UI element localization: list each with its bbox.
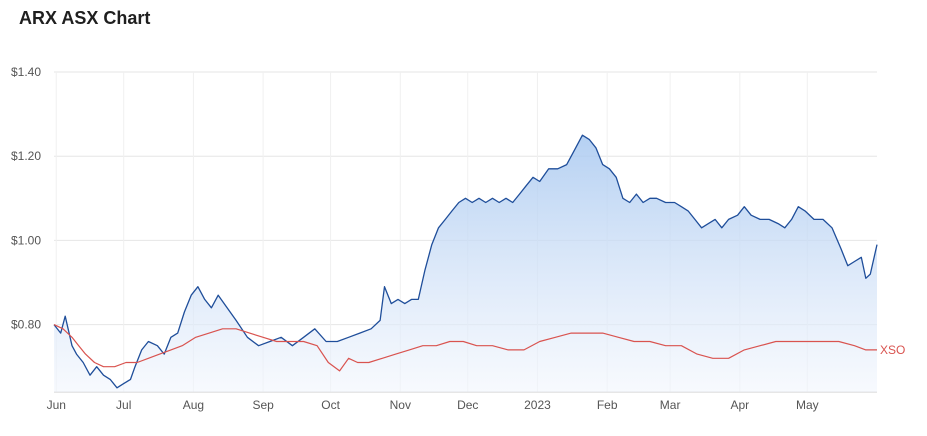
y-tick-label: $1.40 <box>11 65 41 79</box>
y-tick-label: $0.80 <box>11 318 41 332</box>
x-tick-label: Mar <box>660 398 681 412</box>
x-axis-labels: Jun Jul Aug Sep Oct Nov Dec 2023 Feb Mar Apr May <box>47 398 819 412</box>
price-line <box>53 134 878 389</box>
x-tick-label: Feb <box>597 398 618 412</box>
x-tick-label: Sep <box>252 398 274 412</box>
x-tick-label: Oct <box>321 398 340 412</box>
x-tick-label: Nov <box>390 398 411 412</box>
x-tick-label: 2023 <box>524 398 551 412</box>
x-tick-label: Jun <box>47 398 66 412</box>
y-tick-label: $1.00 <box>11 233 41 247</box>
series-label-xso: XSO <box>880 343 905 357</box>
x-tick-label: May <box>796 398 819 412</box>
series-layer <box>53 134 878 392</box>
y-axis-labels: $0.80 $1.00 $1.20 $1.40 <box>11 65 41 332</box>
y-tick-label: $1.20 <box>11 149 41 163</box>
x-tick-label: Apr <box>730 398 749 412</box>
series-labels: XSO <box>880 343 905 357</box>
x-tick-label: Dec <box>457 398 478 412</box>
x-tick-label: Jul <box>116 398 131 412</box>
x-tick-label: Aug <box>183 398 204 412</box>
series-line-xso <box>53 324 877 372</box>
price-area-fill <box>54 135 877 392</box>
chart-title: ARX ASX Chart <box>19 8 151 28</box>
